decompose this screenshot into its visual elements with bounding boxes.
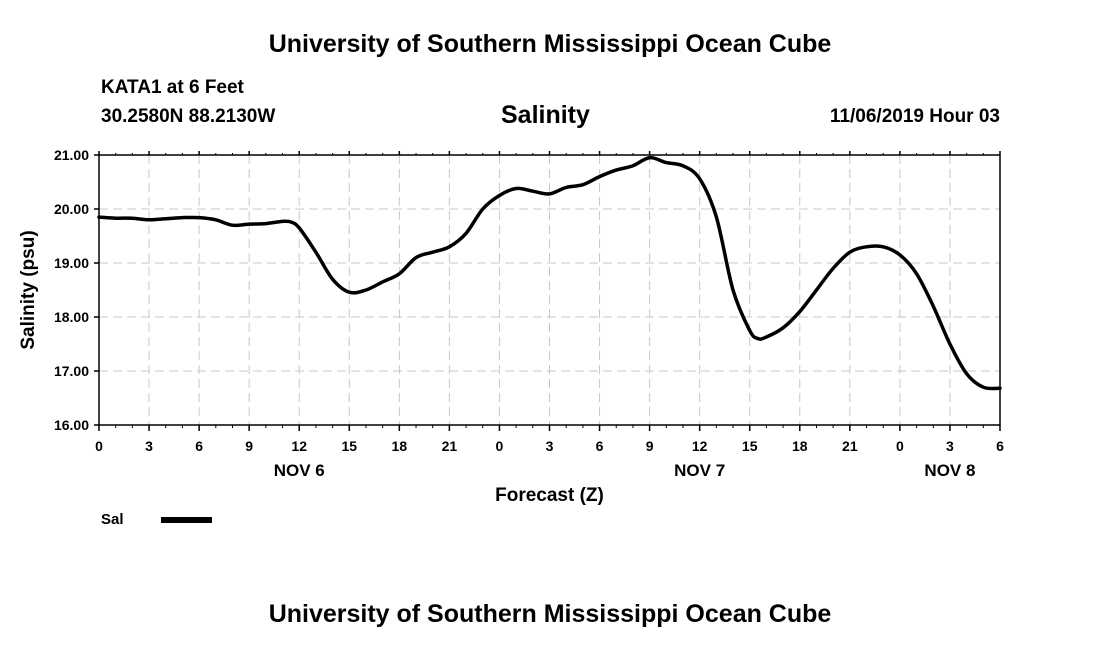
x-tick-label: 0 xyxy=(95,438,103,454)
y-tick-label: 20.00 xyxy=(54,201,89,217)
x-tick-label: 0 xyxy=(896,438,904,454)
x-tick-label: 12 xyxy=(291,438,307,454)
y-tick-label: 21.00 xyxy=(54,147,89,163)
station-label: KATA1 at 6 Feet xyxy=(101,77,244,98)
x-tick-label: 3 xyxy=(946,438,954,454)
x-tick-label: 9 xyxy=(245,438,253,454)
x-tick-label: 9 xyxy=(646,438,654,454)
y-tick-label: 16.00 xyxy=(54,417,89,433)
x-tick-label: 12 xyxy=(692,438,708,454)
x-tick-label: 6 xyxy=(195,438,203,454)
y-tick-label: 19.00 xyxy=(54,255,89,271)
bottom-title: University of Southern Mississippi Ocean… xyxy=(268,600,832,628)
x-tick-label: 6 xyxy=(596,438,604,454)
x-tick-label: 15 xyxy=(341,438,357,454)
chart-grid xyxy=(99,155,1000,425)
axis-ticks: 16.00 17.00 18.00 19.00 20.00 21.00 0 3 6 9 12 15 18… xyxy=(54,147,1004,480)
series-layer xyxy=(97,155,1002,391)
x-tick-label: 6 xyxy=(996,438,1004,454)
top-title: University of Southern Mississippi Ocean… xyxy=(268,30,832,58)
x-tick-label: 21 xyxy=(442,438,458,454)
y-tick-label: 18.00 xyxy=(54,309,89,325)
y-axis-label: Salinity (psu) xyxy=(18,230,39,349)
chart-title: Salinity xyxy=(501,101,590,129)
y-tick-label: 17.00 xyxy=(54,363,89,379)
x-tick-label: 18 xyxy=(792,438,808,454)
x-tick-label: 0 xyxy=(496,438,504,454)
legend-label: Sal xyxy=(101,511,124,528)
x-tick-label: 3 xyxy=(145,438,153,454)
date-label: NOV 7 xyxy=(674,461,725,480)
legend-swatch xyxy=(161,517,212,523)
x-axis-label: Forecast (Z) xyxy=(495,485,604,506)
timestamp-label: 11/06/2019 Hour 03 xyxy=(829,106,1000,127)
date-label: NOV 8 xyxy=(924,461,975,480)
x-tick-label: 21 xyxy=(842,438,858,454)
series-line-sal xyxy=(97,155,1002,391)
date-label: NOV 6 xyxy=(274,461,325,480)
x-tick-label: 3 xyxy=(546,438,554,454)
x-tick-label: 18 xyxy=(392,438,408,454)
coordinates-label: 30.2580N 88.2130W xyxy=(101,106,276,127)
x-tick-label: 15 xyxy=(742,438,758,454)
